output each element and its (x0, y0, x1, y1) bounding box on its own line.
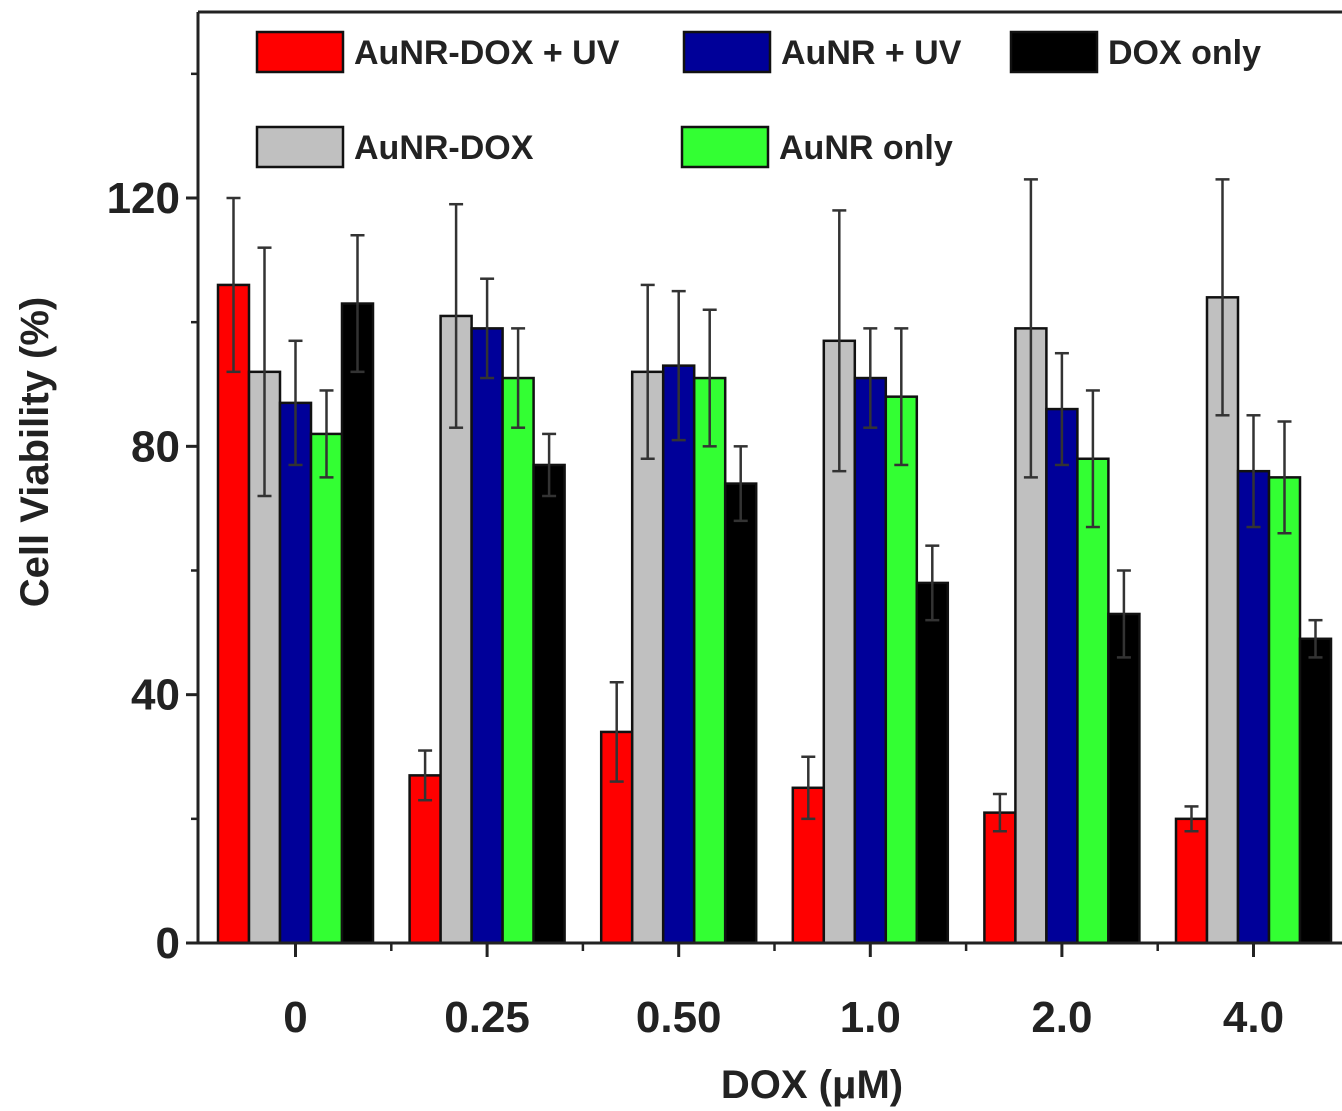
x-ticks: 0 0.25 0.50 1.0 2.0 4.0 (283, 943, 1284, 1042)
y-tick-label: 120 (107, 174, 180, 223)
bar-aunr-uv-0 (278, 401, 313, 945)
error-bar-aunr-uv-0-25 (480, 277, 495, 380)
legend-item: AuNR-DOX (255, 125, 534, 169)
error-bar-dox-only-0-25 (542, 432, 557, 498)
bar-aunr-only-4-0 (1267, 476, 1302, 945)
error-bar-dox-only-1-0 (925, 544, 940, 622)
legend-label: AuNR-DOX (354, 129, 534, 167)
axes-layer (196, 10, 1342, 945)
error-bar-aunr-only-0-25 (511, 327, 526, 429)
error-bar-aunr-only-2-0 (1085, 389, 1100, 529)
bar-aunr-uv-1-0 (853, 376, 888, 945)
bar-aunr-dox-uv-2-0 (983, 811, 1017, 945)
legend-item: AuNR only (680, 125, 953, 169)
legend: AuNR-DOX + UV AuNR + UV DOX only AuNR-DOX Au… (255, 30, 1261, 169)
legend-item: AuNR-DOX + UV (255, 30, 620, 74)
error-bars-layer (226, 178, 1323, 833)
error-bar-aunr-uv-1-0 (863, 327, 878, 429)
error-bar-aunr-dox-2-0 (1023, 178, 1038, 479)
x-tick-label: 4.0 (1223, 993, 1284, 1042)
bar-aunr-only-0 (309, 432, 344, 945)
error-bar-aunr-dox-0-50 (640, 283, 655, 460)
error-bar-aunr-only-0-50 (702, 308, 717, 448)
bar-dox-only-4-0 (1298, 637, 1333, 945)
bar-dox-only-1-0 (915, 581, 950, 945)
x-tick-label: 0.50 (636, 993, 722, 1042)
legend-swatch (682, 30, 772, 74)
error-bar-aunr-dox-0-25 (449, 202, 464, 429)
error-bar-aunr-dox-uv-0 (226, 196, 241, 374)
bar-aunr-dox-uv-4-0 (1174, 817, 1209, 945)
x-tick-label: 1.0 (840, 993, 901, 1042)
legend-swatch (255, 125, 345, 169)
x-axis-title: DOX (μM) (721, 1063, 903, 1107)
y-tick-label: 0 (156, 919, 180, 968)
error-bar-aunr-uv-0-50 (671, 289, 686, 442)
bar-dox-only-0-25 (532, 463, 566, 945)
error-bar-dox-only-2-0 (1116, 569, 1131, 659)
bar-dox-only-0 (340, 302, 375, 945)
error-bar-aunr-dox-0 (257, 246, 272, 498)
error-bar-aunr-dox-4-0 (1215, 178, 1230, 417)
x-tick-label: 2.0 (1031, 993, 1092, 1042)
legend-label: AuNR only (779, 129, 953, 167)
bar-dox-only-0-50 (723, 482, 758, 945)
error-bar-dox-only-0-50 (733, 445, 748, 523)
error-bar-aunr-uv-4-0 (1246, 414, 1261, 529)
error-bar-aunr-only-4-0 (1277, 420, 1292, 535)
error-bar-aunr-dox-uv-0-25 (418, 749, 433, 802)
error-bar-aunr-dox-uv-1-0 (801, 755, 816, 821)
error-bar-aunr-uv-0 (288, 339, 303, 467)
legend-swatch (1009, 30, 1099, 74)
error-bar-aunr-uv-2-0 (1054, 351, 1069, 467)
y-ticks: 0 40 80 120 (107, 72, 198, 968)
y-tick-label: 40 (131, 671, 180, 720)
bar-aunr-only-0-50 (692, 376, 727, 945)
legend-swatch (680, 125, 770, 169)
bar-aunr-only-0-25 (501, 376, 535, 945)
error-bar-aunr-dox-uv-0-50 (609, 681, 624, 783)
bar-aunr-dox-uv-0 (216, 283, 251, 945)
y-tick-label: 80 (131, 422, 180, 471)
bar-aunr-only-2-0 (1076, 457, 1110, 945)
x-tick-label: 0 (283, 993, 307, 1042)
bar-aunr-uv-2-0 (1045, 407, 1079, 945)
legend-item: AuNR + UV (682, 30, 962, 74)
bar-aunr-uv-0-25 (470, 327, 504, 945)
error-bar-aunr-dox-uv-4-0 (1184, 805, 1199, 833)
error-bar-aunr-dox-uv-2-0 (992, 792, 1007, 833)
error-bar-dox-only-4-0 (1308, 618, 1323, 659)
y-axis-title: Cell Viability (%) (13, 297, 57, 607)
error-bar-aunr-only-1-0 (894, 327, 909, 467)
legend-item: DOX only (1009, 30, 1261, 74)
error-bar-dox-only-0 (350, 234, 365, 374)
legend-swatch (255, 30, 345, 74)
legend-label: DOX only (1108, 34, 1261, 72)
legend-label: AuNR-DOX + UV (354, 34, 620, 72)
legend-label: AuNR + UV (781, 34, 962, 72)
bar-aunr-uv-4-0 (1236, 469, 1271, 945)
error-bar-aunr-dox-1-0 (832, 209, 847, 473)
x-tick-label: 0.25 (444, 993, 530, 1042)
bars-layer (216, 283, 1333, 945)
bar-dox-only-2-0 (1107, 612, 1141, 945)
bar-aunr-only-1-0 (884, 395, 919, 945)
error-bar-aunr-only-0 (319, 389, 334, 479)
bar-aunr-uv-0-50 (661, 364, 696, 945)
